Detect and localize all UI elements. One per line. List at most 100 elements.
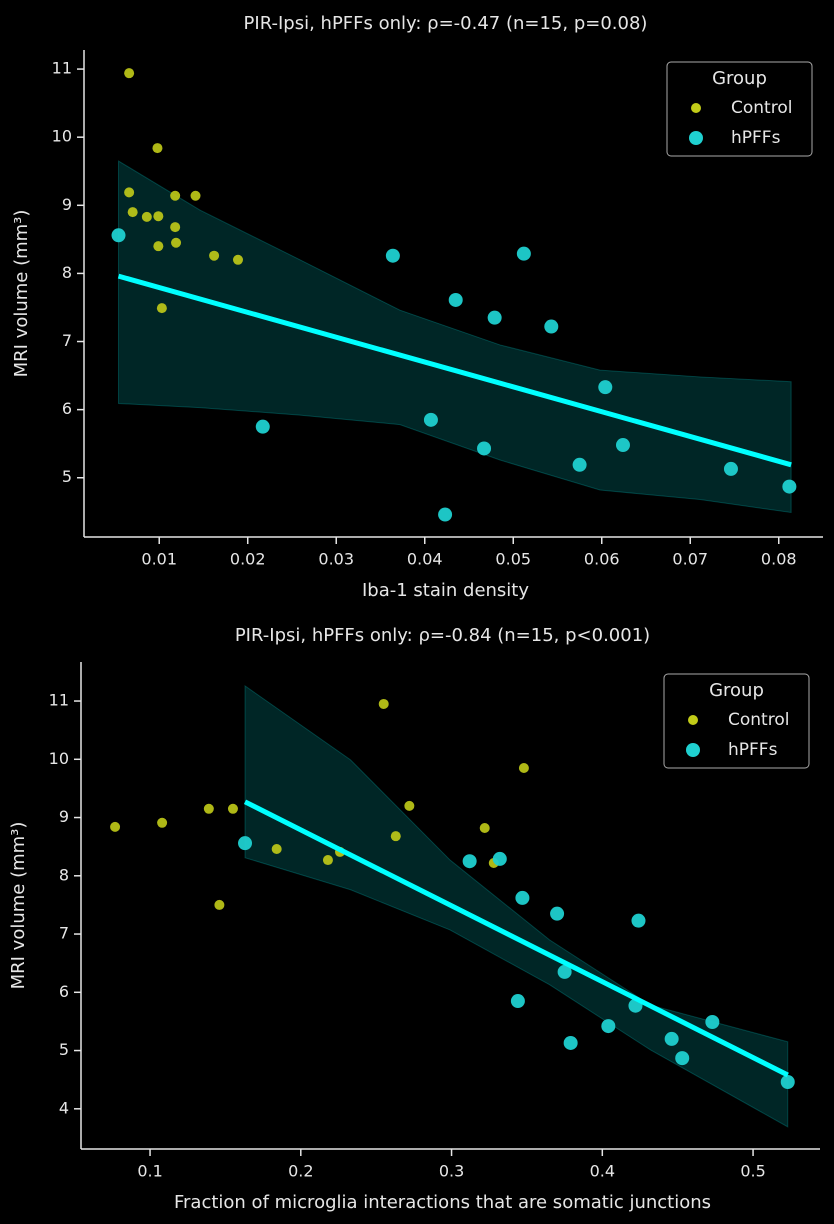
- x-axis-label: Iba-1 stain density: [362, 580, 529, 601]
- data-point: [510, 994, 525, 1009]
- data-point: [487, 310, 502, 325]
- x-tick-label: 0.02: [230, 550, 266, 569]
- data-point: [462, 854, 477, 869]
- data-point: [385, 248, 400, 263]
- data-point: [615, 438, 630, 453]
- data-point: [378, 698, 389, 709]
- data-point: [516, 246, 531, 261]
- y-tick-label: 11: [49, 691, 69, 710]
- data-point: [124, 68, 135, 79]
- data-point: [152, 143, 163, 154]
- data-point: [170, 190, 181, 201]
- legend-title: Group: [709, 680, 764, 701]
- data-point: [448, 292, 463, 307]
- y-tick-label: 5: [62, 467, 72, 486]
- x-tick-label: 0.2: [288, 1162, 313, 1181]
- confidence-band: [118, 160, 792, 514]
- x-tick-label: 0.06: [584, 550, 620, 569]
- data-point: [141, 211, 152, 222]
- x-tick-label: 0.07: [672, 550, 708, 569]
- legend-marker: [689, 131, 703, 145]
- data-point: [477, 441, 492, 456]
- data-point: [238, 836, 253, 851]
- y-axis-label: MRI volume (mm³): [8, 822, 29, 990]
- legend: Group Control hPFFs: [663, 673, 810, 769]
- data-point: [255, 419, 270, 434]
- data-point: [190, 190, 201, 201]
- x-tick-label: 0.5: [740, 1162, 765, 1181]
- data-point: [557, 964, 572, 979]
- chart-title: PIR-Ipsi, hPFFs only: ρ=-0.47 (n=15, p=0…: [244, 13, 648, 34]
- data-point: [664, 1031, 679, 1046]
- data-point: [544, 319, 559, 334]
- y-tick-label: 9: [59, 807, 69, 826]
- y-tick-label: 6: [62, 399, 72, 418]
- data-point: [479, 823, 490, 834]
- data-point: [518, 763, 529, 774]
- data-point: [170, 222, 181, 233]
- data-point: [153, 211, 164, 222]
- y-tick-label: 8: [62, 263, 72, 282]
- y-tick-label: 7: [59, 924, 69, 943]
- data-point: [598, 380, 613, 395]
- data-point: [563, 1035, 578, 1050]
- x-tick-label: 0.03: [318, 550, 354, 569]
- x-tick-label: 0.08: [761, 550, 797, 569]
- fit-line: [117, 273, 792, 468]
- y-tick-label: 10: [49, 749, 69, 768]
- legend-box: [666, 61, 813, 157]
- confidence-band: [244, 684, 789, 1128]
- data-point: [127, 207, 138, 218]
- legend-marker: [688, 715, 698, 725]
- legend-label: Control: [731, 98, 792, 118]
- data-point: [782, 479, 797, 494]
- data-point: [156, 303, 167, 314]
- data-point: [423, 412, 438, 427]
- data-point: [438, 507, 453, 522]
- data-point: [780, 1075, 795, 1090]
- data-point: [675, 1051, 690, 1066]
- legend-label: Control: [728, 710, 789, 730]
- data-point: [390, 831, 401, 842]
- x-tick-label: 0.05: [495, 550, 531, 569]
- data-point: [214, 899, 225, 910]
- chart-title: PIR-Ipsi, hPFFs only: ρ=-0.84 (n=15, p<0…: [235, 625, 650, 646]
- y-tick-label: 5: [59, 1040, 69, 1059]
- data-point: [404, 800, 415, 811]
- data-point: [209, 250, 220, 261]
- data-point: [232, 254, 243, 265]
- y-tick-label: 10: [52, 127, 72, 146]
- data-point: [705, 1015, 720, 1030]
- data-point: [203, 803, 214, 814]
- data-point: [171, 237, 182, 248]
- x-tick-label: 0.1: [137, 1162, 162, 1181]
- data-point: [322, 855, 333, 866]
- data-point: [492, 851, 507, 866]
- y-tick-label: 4: [59, 1098, 69, 1117]
- data-point: [723, 461, 738, 476]
- legend-box: [663, 673, 810, 769]
- fit-line: [243, 799, 789, 1078]
- legend-label: hPFFs: [731, 128, 781, 148]
- data-point: [227, 803, 238, 814]
- x-tick-label: 0.3: [439, 1162, 464, 1181]
- data-point: [550, 906, 565, 921]
- x-tick-label: 0.04: [407, 550, 443, 569]
- y-tick-label: 11: [52, 59, 72, 78]
- legend-marker: [691, 103, 701, 113]
- data-point: [124, 187, 135, 198]
- y-tick-label: 6: [59, 982, 69, 1001]
- y-tick-label: 9: [62, 195, 72, 214]
- legend: Group Control hPFFs: [666, 61, 813, 157]
- data-point: [111, 228, 126, 243]
- data-point: [110, 821, 121, 832]
- y-tick-label: 8: [59, 865, 69, 884]
- data-point: [601, 1019, 616, 1034]
- data-point: [153, 241, 164, 252]
- y-tick-label: 7: [62, 331, 72, 350]
- x-tick-label: 0.01: [141, 550, 177, 569]
- legend-title: Group: [712, 68, 767, 89]
- x-tick-label: 0.4: [590, 1162, 615, 1181]
